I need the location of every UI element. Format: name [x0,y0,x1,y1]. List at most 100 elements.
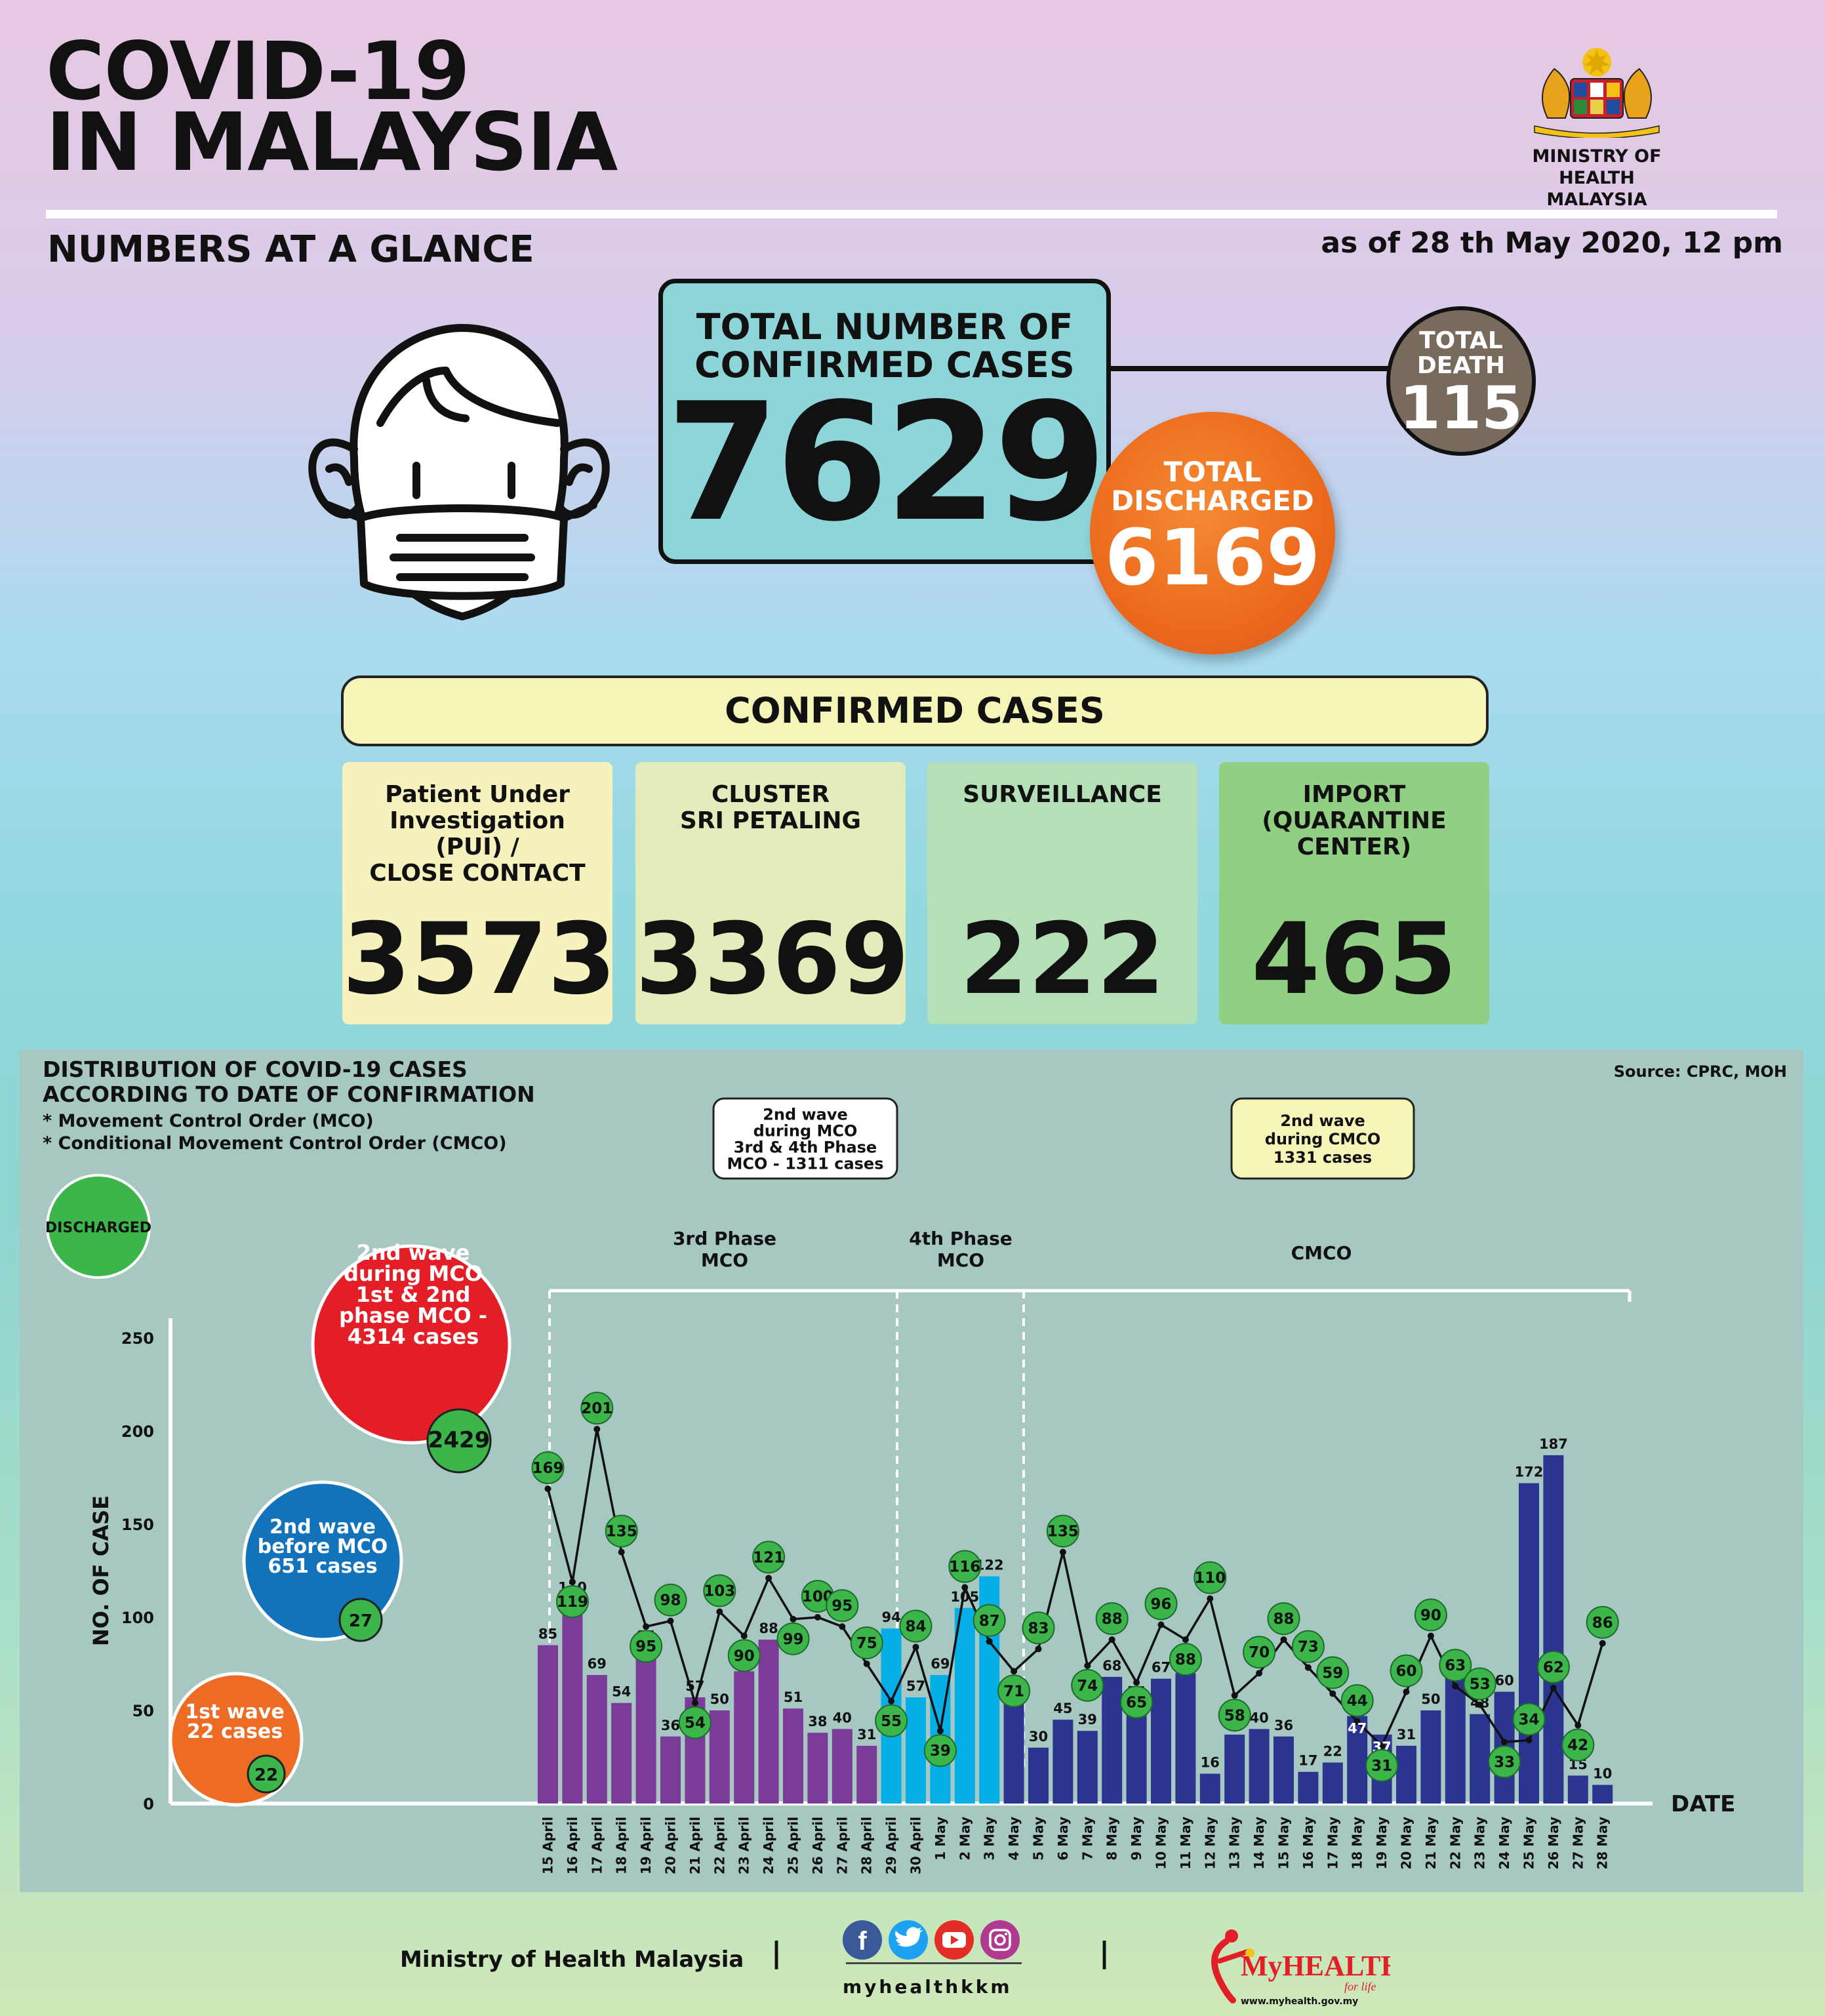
cases-bar-chart: DISTRIBUTION OF COVID-19 CASES ACCORDING … [43,1057,1787,1874]
discharged-point [1599,1640,1606,1647]
discharged-value-label: 119 [557,1594,588,1611]
discharged-marker [605,1514,638,1548]
x-tick-label: 26 April [810,1817,826,1874]
youtube-icon[interactable] [934,1920,974,1960]
discharged-point [1574,1722,1582,1729]
discharged-marker [703,1574,736,1607]
twitter-icon[interactable] [889,1920,928,1960]
discharged-point [740,1632,748,1640]
x-tick-label: 19 April [638,1817,654,1874]
category-value: 3369 [635,902,910,1017]
instagram-icon[interactable] [980,1920,1020,1960]
category-card-pui: Patient Under Investigation (PUI) / CLOS… [342,762,616,1024]
bar [586,1675,607,1804]
x-tick-label: 20 April [663,1817,679,1874]
discharged-point [544,1485,552,1493]
bar [635,1647,656,1804]
x-tick-label: 16 May [1300,1817,1316,1870]
wave-discharged-marker [247,1754,286,1794]
bar [1028,1747,1049,1804]
wave-label: 2nd wave during MCO 1st & 2nd phase MCO -43… [339,1240,487,1349]
bar [1298,1771,1319,1804]
discharged-marker [1022,1611,1055,1645]
discharged-marker [531,1451,565,1485]
x-tick-label: 20 May [1399,1817,1414,1870]
discharged-point [1035,1645,1042,1653]
x-tick-label: 12 May [1202,1817,1218,1870]
total-confirmed-value: 7629 [666,369,1107,557]
category-card-cluster: CLUSTER SRI PETALING 3369 [635,762,910,1024]
total-death-value: 115 [1399,374,1523,443]
bar [1322,1762,1343,1804]
total-confirmed-label: TOTAL NUMBER OF CONFIRMED CASES [694,306,1075,386]
y-tick-label: 150 [121,1516,154,1534]
website[interactable]: www.myhealth.gov.my [1241,1996,1359,2007]
bar [1592,1784,1613,1804]
x-tick-label: 23 May [1472,1817,1488,1870]
discharged-marker [630,1630,663,1663]
x-tick-label: 15 April [540,1817,556,1874]
discharged-point [986,1638,993,1645]
bar-value-label: 67 [1152,1660,1171,1676]
svg-text:f: f [858,1927,867,1956]
bar-value-label: 36 [661,1718,680,1733]
bar-value-label: 30 [1029,1729,1048,1744]
confirmed-cases-banner: CONFIRMED CASES [341,675,1489,746]
x-tick-label: 11 May [1178,1817,1193,1870]
discharged-value-label: 95 [635,1638,656,1655]
discharged-marker [1390,1654,1423,1687]
discharged-point [1280,1636,1287,1643]
callout-text: 2nd wave during MCO 3rd & 4th Phase MCO - 1… [727,1106,884,1173]
period-label: CMCO [1291,1242,1352,1264]
bar [1420,1710,1441,1804]
discharged-value-label: 90 [734,1647,755,1664]
x-tick-label: 21 April [687,1817,703,1874]
bar-value-label: 94 [881,1609,900,1625]
discharged-marker [1120,1685,1153,1719]
social-handle[interactable]: myhealthkkm [843,1976,1013,1998]
wave-label: 2nd wave before MCO 651 cases [258,1516,388,1578]
chart-panel: DISTRIBUTION OF COVID-19 CASES ACCORDING … [20,1049,1803,1892]
bar-value-label: 17 [1298,1753,1317,1769]
discharged-value-label: 121 [753,1549,784,1566]
discharged-point [1550,1684,1557,1691]
discharged-value-label: 98 [660,1592,681,1609]
x-tick-label: 15 May [1276,1817,1292,1870]
footer-separator: | [1099,1936,1110,1969]
coat-of-arms-icon [1534,48,1660,139]
x-tick-label: 18 May [1350,1817,1365,1870]
bar [856,1745,877,1804]
bar-value-label: 50 [1421,1691,1440,1707]
bar-value-label: 57 [906,1678,925,1694]
discharged-point [667,1617,674,1624]
discharged-point [1084,1662,1091,1669]
bar [660,1736,681,1804]
bar [1077,1731,1098,1804]
discharged-value-label: 31 [1371,1758,1392,1775]
discharged-line [546,1428,1604,1748]
bar-value-label: 69 [931,1656,950,1672]
bar [1249,1729,1270,1804]
total-discharged-value: 6169 [1104,512,1321,603]
bar [1543,1455,1564,1804]
x-tick-label: 13 May [1227,1817,1243,1870]
discharged-point [1231,1692,1238,1699]
total-death-badge: TOTAL DEATH 115 [1386,306,1536,456]
y-tick-label: 50 [132,1702,154,1720]
callout-box [1230,1097,1415,1180]
discharged-marker [1095,1602,1129,1636]
chart-source: Source: CPRC, MOH [1614,1062,1787,1081]
discharged-point [569,1579,576,1586]
brand-name: MyHEALTH [1241,1950,1390,1982]
discharged-point [1476,1701,1483,1708]
x-tick-label: 24 April [761,1817,776,1874]
discharged-value-label: 33 [1494,1754,1515,1771]
discharged-point [1133,1679,1140,1686]
bar [1102,1676,1123,1804]
x-tick-label: 17 April [589,1817,605,1874]
bar-value-label: 40 [1249,1710,1268,1725]
discharged-marker [727,1639,761,1672]
facebook-icon[interactable]: f [843,1920,882,1960]
discharged-legend-marker [46,1174,151,1279]
discharged-marker [1561,1728,1595,1762]
